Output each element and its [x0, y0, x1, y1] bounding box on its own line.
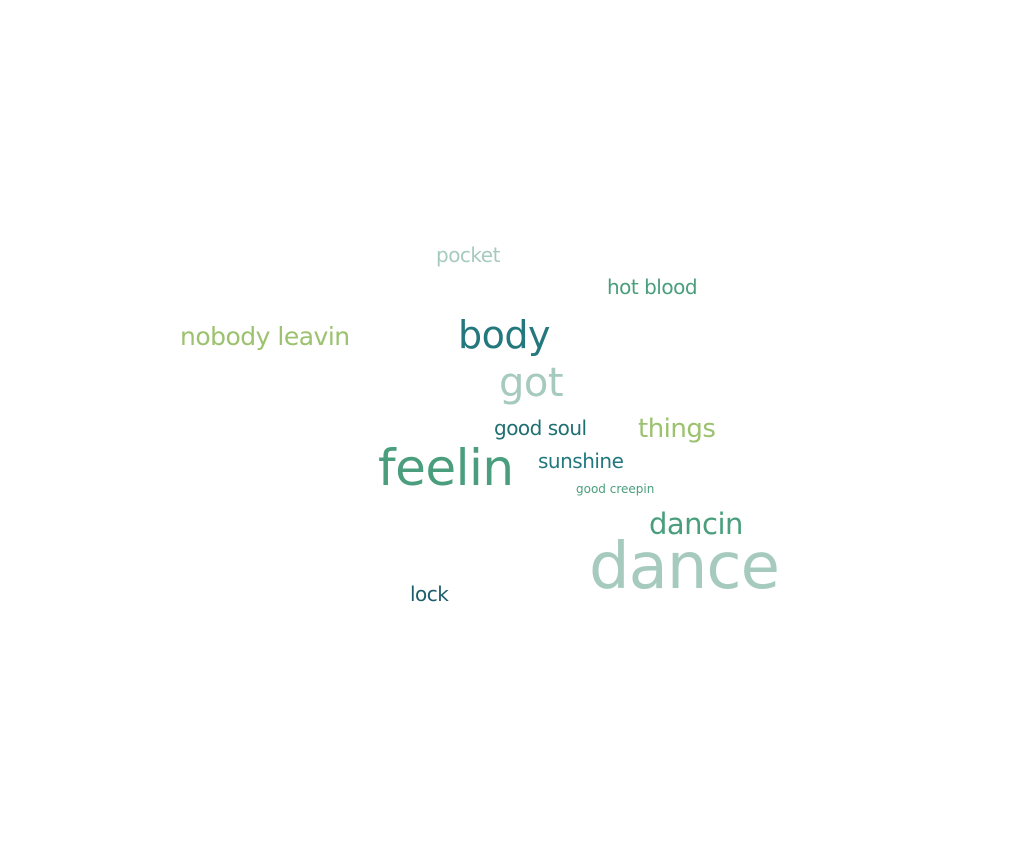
- word-got: got: [499, 360, 564, 406]
- word-pocket: pocket: [436, 243, 500, 267]
- word-hot-blood: hot blood: [607, 275, 698, 299]
- word-things: things: [638, 414, 716, 444]
- word-feelin: feelin: [378, 439, 514, 497]
- word-nobody-leavin: nobody leavin: [180, 322, 350, 351]
- word-dance: dance: [589, 530, 780, 604]
- word-good-soul: good soul: [494, 416, 587, 440]
- word-sunshine: sunshine: [538, 449, 624, 473]
- word-lock: lock: [410, 582, 449, 606]
- word-good-creepin: good creepin: [576, 482, 655, 496]
- word-body: body: [458, 313, 550, 357]
- word-dancin: dancin: [649, 507, 743, 541]
